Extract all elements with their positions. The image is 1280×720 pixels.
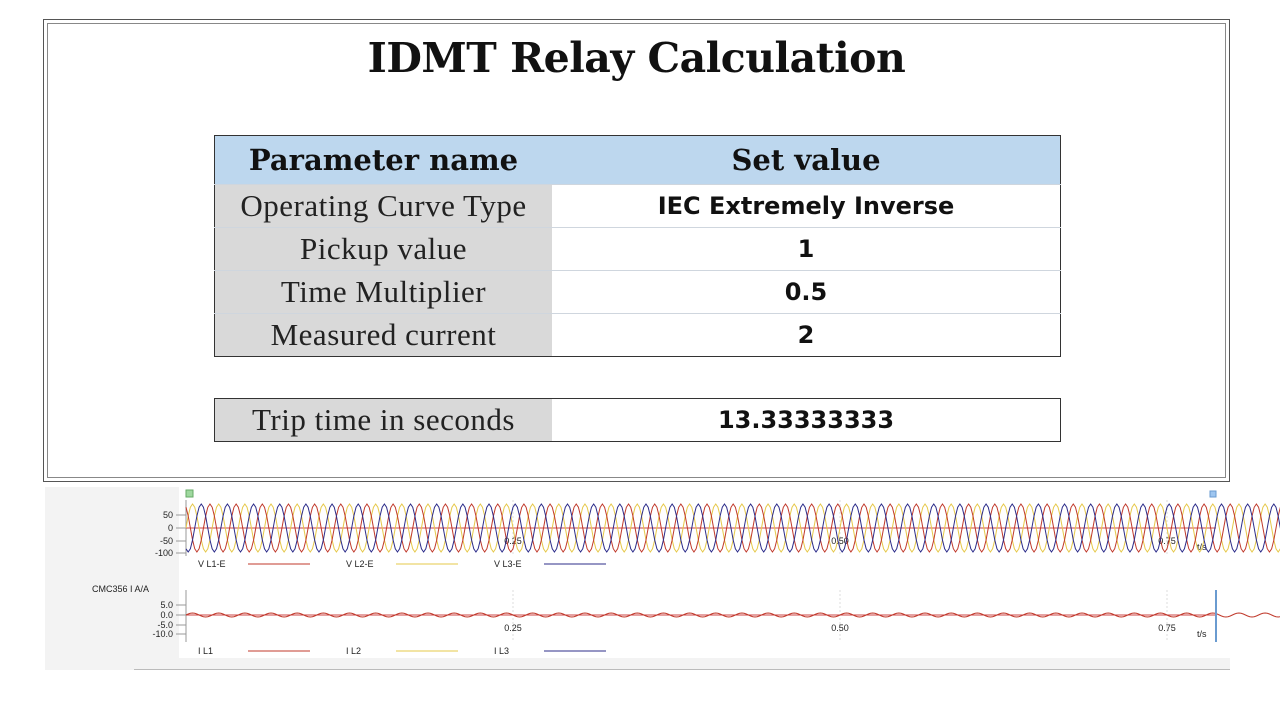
param-value-pickup[interactable]: 1: [552, 227, 1061, 271]
voltage-wave-l1: [185, 503, 1280, 553]
cursor-marker-icon: [1209, 490, 1217, 498]
page-title: IDMT Relay Calculation: [367, 34, 906, 82]
cursor-marker-icon: [185, 489, 194, 498]
legend-label: V L1-E: [198, 559, 226, 569]
table-row: Measured current 2: [214, 313, 1061, 357]
legend-label: V L3-E: [494, 559, 522, 569]
param-name-curve-type: Operating Curve Type: [214, 184, 552, 228]
x-tick-label: 0.50: [831, 536, 849, 546]
param-value-curve-type[interactable]: IEC Extremely Inverse: [552, 184, 1061, 228]
table-header-row: Parameter name Set value: [214, 135, 1061, 185]
y-tick-label: -10.0: [152, 629, 173, 639]
current-wave-l1-load: [185, 612, 1280, 618]
x-tick-label: 0.50: [831, 623, 849, 633]
y-tick-label: 0.0: [160, 610, 173, 620]
current-panel-title: CMC356 I A/A: [92, 584, 149, 594]
x-unit-label: t/s: [1197, 629, 1207, 639]
y-tick-label: 50: [163, 510, 173, 520]
param-value-time-multiplier[interactable]: 0.5: [552, 270, 1061, 314]
divider-line: [134, 669, 1230, 670]
header-set-value: Set value: [552, 135, 1061, 185]
y-tick-label: -100: [155, 548, 173, 558]
table-row: Pickup value 1: [214, 227, 1061, 271]
header-parameter-name: Parameter name: [214, 135, 552, 185]
panel-inner-border: [47, 23, 1226, 478]
x-tick-label: 0.25: [504, 536, 522, 546]
legend-label: V L2-E: [346, 559, 374, 569]
result-row: Trip time in seconds 13.33333333: [214, 398, 1061, 442]
y-tick-label: -5.0: [157, 620, 173, 630]
y-tick-label: -50: [160, 536, 173, 546]
x-tick-label: 0.25: [504, 623, 522, 633]
legend-label: I L1: [198, 646, 213, 656]
legend-label: I L2: [346, 646, 361, 656]
param-name-time-multiplier: Time Multiplier: [214, 270, 552, 314]
trip-time-label: Trip time in seconds: [214, 398, 552, 442]
param-name-pickup: Pickup value: [214, 227, 552, 271]
voltage-wave-l2: [185, 503, 1280, 553]
voltage-wave-l3: [185, 503, 1280, 553]
param-value-measured-current[interactable]: 2: [552, 313, 1061, 357]
x-tick-label: 0.75: [1158, 623, 1176, 633]
parameter-table: Parameter name Set value Operating Curve…: [214, 135, 1061, 357]
legend-label: I L3: [494, 646, 509, 656]
table-row: Time Multiplier 0.5: [214, 270, 1061, 314]
calculation-panel: IDMT Relay Calculation Parameter name Se…: [43, 19, 1230, 482]
x-tick-label: 0.75: [1158, 536, 1176, 546]
y-tick-label: 5.0: [160, 600, 173, 610]
y-tick-label: 0: [168, 523, 173, 533]
trip-time-value: 13.33333333: [552, 398, 1061, 442]
result-table: Trip time in seconds 13.33333333: [214, 398, 1061, 442]
param-name-measured-current: Measured current: [214, 313, 552, 357]
oscilloscope-view[interactable]: [45, 487, 1230, 670]
table-row: Operating Curve Type IEC Extremely Inver…: [214, 184, 1061, 228]
